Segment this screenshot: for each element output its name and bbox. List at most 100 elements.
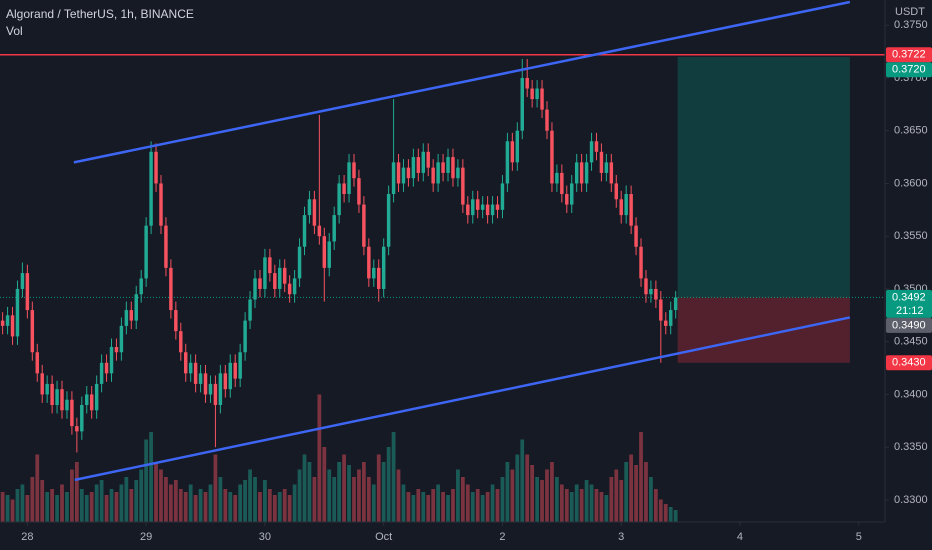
volume-bar <box>302 454 307 522</box>
candle-body <box>629 194 633 226</box>
candle-body <box>10 315 15 337</box>
volume-bar <box>20 484 25 522</box>
candle-body <box>401 167 406 184</box>
price-marker-label: 0.3720 <box>892 64 926 76</box>
volume-bar <box>525 454 530 522</box>
candle-body <box>515 130 520 163</box>
y-tick-label: 0.3750 <box>894 19 928 31</box>
volume-bar <box>401 484 406 522</box>
volume-bar <box>550 462 554 522</box>
candle-body <box>634 225 638 247</box>
x-tick-label: 30 <box>259 531 271 543</box>
price-marker <box>886 62 932 78</box>
volume-bar <box>431 489 436 522</box>
candle-body <box>352 162 356 179</box>
candle-body <box>574 162 579 184</box>
volume-bar <box>658 499 663 522</box>
volume-bar <box>114 492 119 522</box>
volume-bar <box>673 510 678 522</box>
volume-bar <box>396 469 401 522</box>
volume-label: Vol <box>6 24 23 38</box>
volume-bar <box>89 492 94 522</box>
volume-bar <box>312 477 317 522</box>
volume-bar <box>30 477 35 522</box>
candle-body <box>80 405 84 432</box>
volume-bar <box>55 495 59 522</box>
candle-body <box>45 383 49 395</box>
candle-body <box>129 310 134 321</box>
volume-bar <box>169 484 173 522</box>
candle-body <box>668 310 673 326</box>
candle-body <box>312 199 317 226</box>
candle-body <box>55 389 59 406</box>
volume-bar <box>129 489 134 522</box>
volume-bar <box>267 489 272 522</box>
volume-bar <box>183 492 188 522</box>
volume-bar <box>465 484 470 522</box>
candle-body <box>114 346 119 353</box>
volume-bar <box>500 477 505 522</box>
candle-body <box>253 278 257 300</box>
volume-bar <box>99 480 104 522</box>
candle-body <box>302 215 307 247</box>
volume-bar <box>104 495 109 522</box>
volume-bar <box>490 484 495 522</box>
candle-body <box>89 394 94 411</box>
candle-body <box>99 362 104 384</box>
candle-body <box>124 310 129 326</box>
candle-body <box>357 178 361 205</box>
volume-bar <box>456 469 460 522</box>
candle-body <box>40 373 44 395</box>
volume-bar <box>277 492 282 522</box>
candle-body <box>203 373 208 395</box>
volume-bar <box>154 462 158 522</box>
candle-body <box>5 315 10 326</box>
volume-bar <box>584 480 589 522</box>
y-tick-label: 0.3450 <box>894 336 928 348</box>
candle-body <box>431 167 435 184</box>
candle-body <box>213 383 218 406</box>
candle-body <box>20 273 25 289</box>
volume-bar <box>35 454 40 522</box>
candle-body <box>386 194 391 247</box>
candle-body <box>372 267 376 279</box>
candle-body <box>268 257 272 274</box>
candle-body <box>540 88 544 110</box>
volume-bar <box>233 495 238 522</box>
y-tick-label: 0.3650 <box>894 125 928 137</box>
volume-bar <box>599 492 604 522</box>
volume-bar <box>559 484 564 522</box>
volume-bar <box>159 469 163 522</box>
candle-body <box>520 77 524 131</box>
volume-bar <box>272 495 277 522</box>
candle-body <box>243 320 247 353</box>
candle-body <box>263 257 267 289</box>
volume-bar <box>193 495 198 522</box>
volume-bar <box>579 489 584 522</box>
candle-body <box>411 157 416 179</box>
candle-body <box>550 130 554 184</box>
volume-bar <box>357 469 361 522</box>
volume-bar <box>451 489 455 522</box>
volume-bar <box>297 469 302 522</box>
candle-body <box>570 183 574 205</box>
candle-body <box>446 157 450 173</box>
candle-body <box>599 151 604 173</box>
candle-body <box>278 267 282 289</box>
candle-body <box>480 204 485 210</box>
candle-body <box>495 204 500 210</box>
volume-bar <box>366 477 371 522</box>
candle-body <box>179 331 183 353</box>
volume-bar <box>119 484 124 522</box>
candle-body <box>619 199 623 216</box>
candle-body <box>377 267 381 289</box>
candle-body <box>505 141 510 184</box>
candle-body <box>94 383 99 411</box>
price-axis <box>885 0 932 550</box>
candle-body <box>396 162 401 184</box>
candle-body <box>75 426 79 432</box>
volume-bar <box>282 489 287 522</box>
candle-body <box>0 320 5 326</box>
price-marker <box>886 289 932 318</box>
volume-bar <box>352 477 356 522</box>
